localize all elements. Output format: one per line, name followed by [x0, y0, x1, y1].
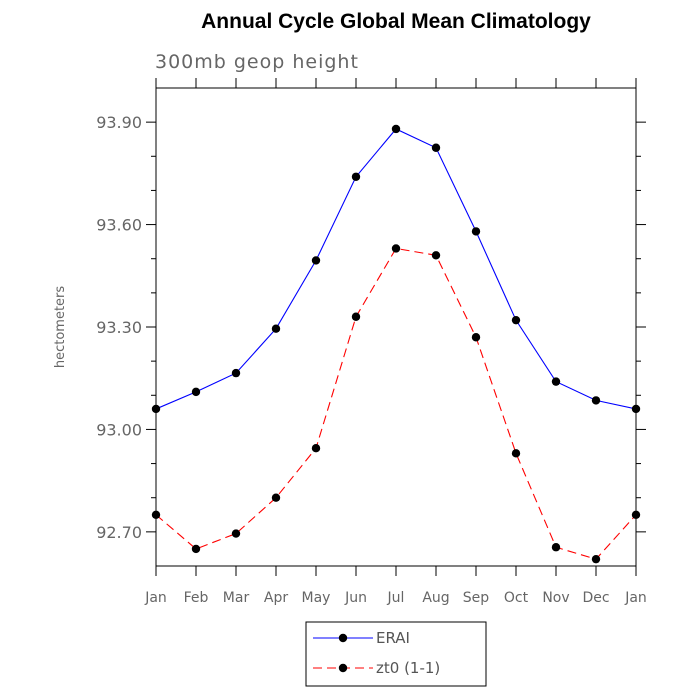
data-point: [631, 404, 641, 414]
series-layer: [151, 124, 641, 564]
data-point: [431, 143, 441, 152]
data-point: [631, 510, 641, 519]
data-point: [151, 510, 161, 519]
data-point: [231, 368, 241, 378]
chart-subtitle: 300mb geop height: [155, 51, 359, 73]
data-point: [391, 124, 401, 134]
x-tick-label: Mar: [223, 590, 250, 606]
x-tick-label: Apr: [264, 590, 288, 606]
x-tick-label: May: [302, 590, 331, 606]
chart-title: Annual Cycle Global Mean Climatology: [201, 10, 591, 33]
data-point: [391, 244, 401, 253]
data-point: [591, 554, 601, 564]
data-point: [151, 404, 161, 414]
data-point: [351, 172, 361, 181]
series-line-0: [155, 128, 637, 410]
x-tick-label: Oct: [504, 590, 529, 606]
x-tick-label: Sep: [463, 590, 490, 606]
legend-label-0: ERAI: [376, 629, 410, 647]
legend: ERAI zt0 (1-1): [305, 621, 487, 687]
x-tick-label: Jun: [344, 590, 367, 606]
x-tick-label: Nov: [542, 590, 569, 606]
data-point: [431, 251, 441, 260]
data-point: [471, 227, 481, 236]
data-point: [511, 315, 521, 325]
data-point: [271, 324, 281, 333]
data-point: [351, 312, 361, 321]
y-axis-label: hectometers: [53, 286, 68, 369]
data-point: [191, 544, 201, 554]
x-tick-label: Jul: [387, 590, 405, 606]
data-point: [271, 493, 281, 502]
data-point: [591, 396, 601, 405]
axis-ticks: 92.70 93.00 93.30 93.60 93.90 Jan Feb Mar Apr May…: [96, 78, 647, 606]
data-point: [231, 529, 241, 538]
legend-marker-1: [338, 663, 348, 673]
y-tick-label: 93.60: [96, 216, 142, 235]
y-tick-label: 93.00: [96, 420, 142, 439]
data-point: [551, 377, 561, 386]
data-point: [511, 449, 521, 458]
x-tick-label: Jan: [144, 590, 167, 606]
data-point: [311, 256, 321, 265]
data-point: [311, 444, 321, 453]
legend-box: [305, 621, 487, 687]
data-point: [191, 387, 201, 397]
legend-label-1: zt0 (1-1): [376, 659, 440, 677]
x-tick-label: Aug: [422, 590, 449, 606]
y-tick-label: 92.70: [96, 523, 142, 542]
plot-area: [155, 87, 637, 567]
x-tick-label: Jan: [624, 590, 647, 606]
x-tick-label: Dec: [582, 590, 609, 606]
y-tick-label: 93.30: [96, 318, 142, 337]
legend-marker-0: [338, 633, 348, 643]
data-point: [471, 333, 481, 342]
x-tick-label: Feb: [184, 590, 209, 606]
data-point: [551, 543, 561, 552]
series-line-1: [155, 247, 637, 560]
y-tick-label: 93.90: [96, 113, 142, 132]
